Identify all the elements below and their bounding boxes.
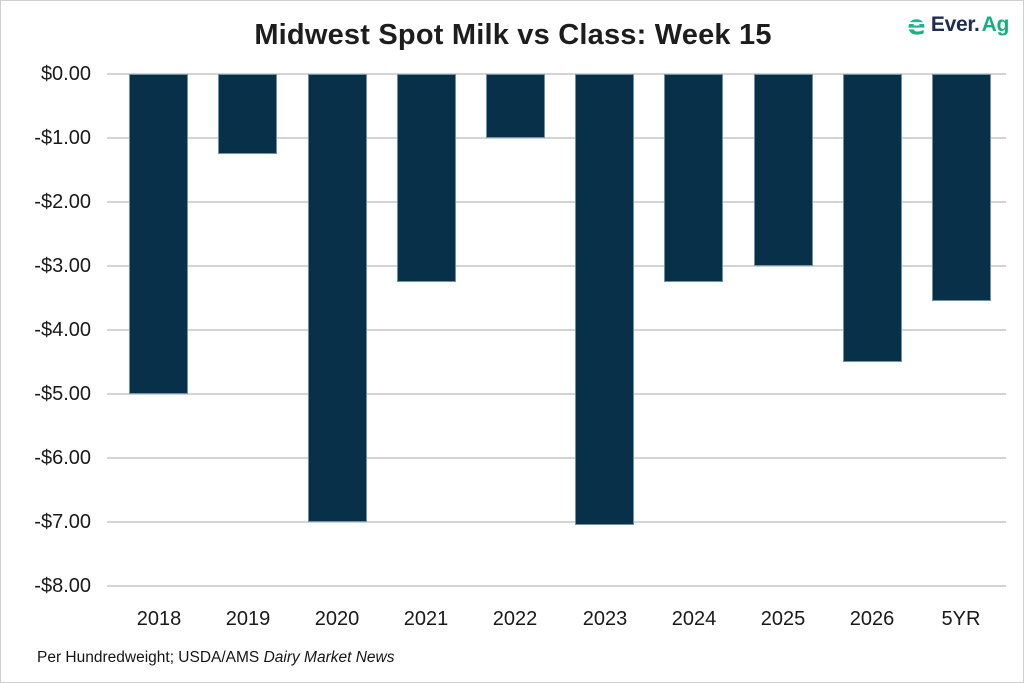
ever-ag-logo: e Ever. Ag [904,12,1009,38]
y-axis-tick-label: -$4.00 [34,319,91,341]
x-axis-label-2023: 2023 [582,608,628,630]
bar-2026 [843,74,902,362]
logo-text-secondary: Ag [981,13,1010,36]
x-axis-label-2021: 2021 [403,608,449,630]
gridline [107,137,1006,139]
chart-title: Midwest Spot Milk vs Class: Week 15 [254,19,772,51]
bar-2022 [486,74,545,138]
gridline [107,585,1006,587]
y-axis-tick-label: -$3.00 [34,255,91,277]
bar-2018 [129,74,188,394]
bar-2019 [218,74,277,154]
gridline [107,521,1006,523]
bar-2025 [754,74,813,266]
x-axis-label-2026: 2026 [849,608,895,630]
x-axis-label-2019: 2019 [225,608,271,630]
svg-text:e: e [907,12,925,38]
bar-5YR [932,74,991,301]
y-axis-tick-label: -$1.00 [34,127,91,149]
y-axis-tick-label: $0.00 [40,63,91,85]
y-axis-tick-label: -$7.00 [34,511,91,533]
x-axis-label-2022: 2022 [492,608,538,630]
gridline [107,201,1006,203]
y-axis-tick-label: -$2.00 [34,191,91,213]
x-axis-label-2025: 2025 [760,608,806,630]
x-axis-label-2020: 2020 [314,608,360,630]
y-axis-tick-label: -$5.00 [34,383,91,405]
gridline [107,265,1006,267]
y-axis-tick-label: -$6.00 [34,447,91,469]
y-axis-tick-label: -$8.00 [34,575,91,597]
source-footnote: Per Hundredweight; USDA/AMS Dairy Market… [37,649,395,667]
gridline [107,73,1006,75]
footnote-prefix: Per Hundredweight; USDA/AMS [37,649,264,666]
ever-ag-e-icon: e [904,12,929,38]
x-axis-label-2018: 2018 [136,608,182,630]
bar-2021 [397,74,456,282]
gridline [107,329,1006,331]
footnote-source-name: Dairy Market News [263,649,395,666]
x-axis-label-2024: 2024 [671,608,717,630]
bar-2023 [575,74,634,525]
x-axis-label-5YR: 5YR [941,608,981,630]
bar-2024 [664,74,723,282]
gridline [107,393,1006,395]
bar-2020 [308,74,367,522]
logo-text-primary: Ever. [930,13,980,36]
gridline [107,457,1006,459]
